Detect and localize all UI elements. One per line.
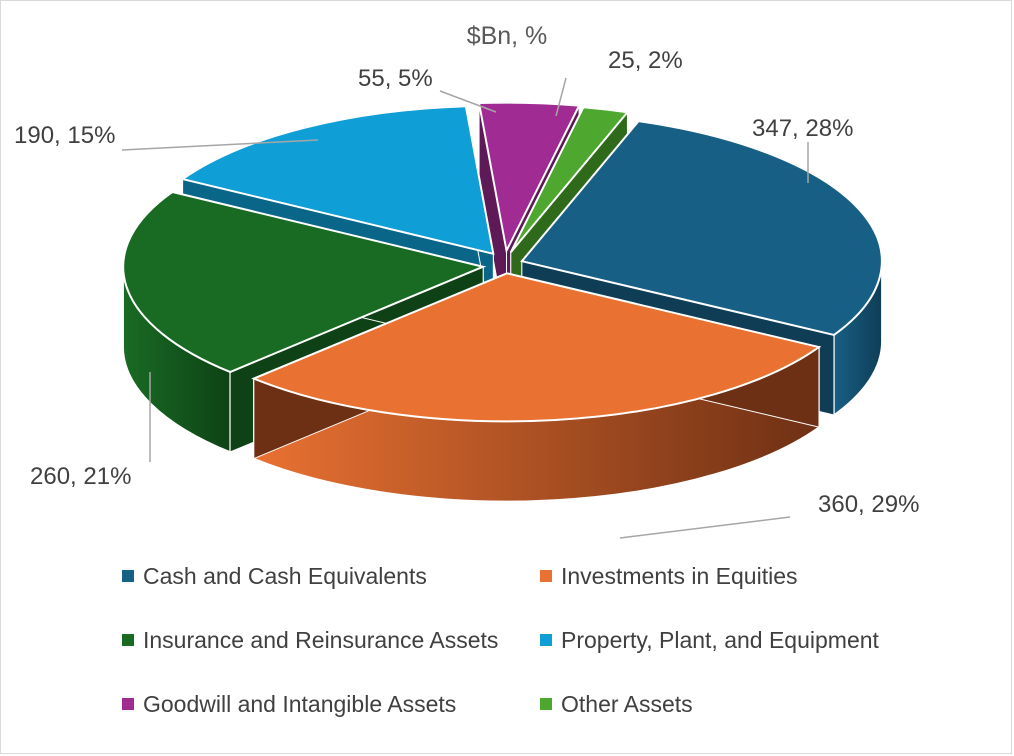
data-label-3: 190, 15% [14,122,115,149]
pie-chart: 347, 28% 360, 29% 260, 21% 190, 15% 55, 5% 25… [14,47,919,539]
legend-item-equities: Investments in Equities [540,562,960,590]
data-label-2: 260, 21% [30,463,131,490]
legend-item-ppe: Property, Plant, and Equipment [540,626,960,654]
legend-label: Goodwill and Intangible Assets [143,690,457,717]
legend-swatch [122,698,134,710]
pie-slice-2 [122,190,487,374]
legend-swatch [122,634,134,646]
data-label-0: 347, 28% [752,115,853,142]
leader-line-1 [619,516,791,539]
legend-label: Cash and Cash Equivalents [143,562,427,589]
legend-swatch [122,570,134,582]
pie-slice-0 [520,120,883,337]
chart-title: $Bn, % [466,22,548,50]
leader-line-5 [555,77,567,117]
leader-line-4 [439,90,497,113]
leader-line-3 [121,139,319,151]
pie-slice-5 [509,106,630,253]
legend-label: Property, Plant, and Equipment [561,626,879,653]
data-label-1: 360, 29% [818,491,919,518]
legend-swatch [540,634,552,646]
pie-slice-1 [251,272,822,423]
data-label-5: 25, 2% [608,47,683,74]
data-label-4: 55, 5% [358,65,433,92]
legend-item-goodwill: Goodwill and Intangible Assets [122,690,540,718]
legend-swatch [540,570,552,582]
legend-item-insurance: Insurance and Reinsurance Assets [122,626,540,654]
legend-label: Other Assets [561,690,693,717]
legend-item-cash: Cash and Cash Equivalents [122,562,540,590]
data-labels: 347, 28% 360, 29% 260, 21% 190, 15% 55, 5% 25… [14,47,919,539]
legend: Cash and Cash Equivalents Investments in… [122,562,982,718]
pie-slice-4 [477,101,581,254]
legend-item-other: Other Assets [540,690,960,718]
legend-label: Investments in Equities [561,562,798,589]
legend-swatch [540,698,552,710]
legend-label: Insurance and Reinsurance Assets [143,626,499,653]
